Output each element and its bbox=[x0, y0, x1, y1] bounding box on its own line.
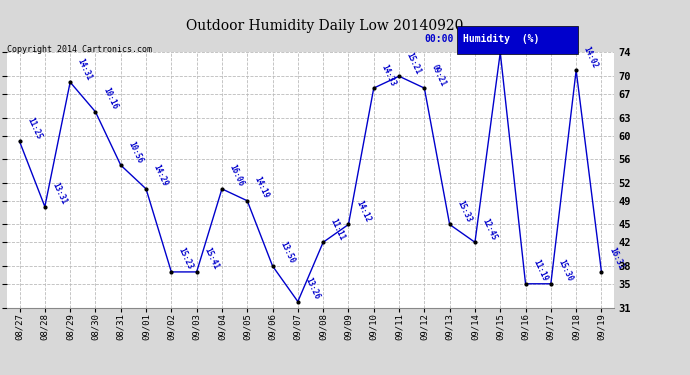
Text: 14:33: 14:33 bbox=[380, 63, 397, 87]
Text: 15:30: 15:30 bbox=[556, 258, 574, 283]
Text: 12:45: 12:45 bbox=[480, 217, 498, 242]
Text: 13:50: 13:50 bbox=[278, 240, 296, 265]
Text: 00:00: 00:00 bbox=[424, 34, 454, 44]
Text: 11:19: 11:19 bbox=[531, 258, 549, 283]
Text: 11:11: 11:11 bbox=[328, 217, 346, 242]
Text: 15:33: 15:33 bbox=[455, 199, 473, 224]
Text: Humidity  (%): Humidity (%) bbox=[463, 34, 540, 44]
Text: 15:21: 15:21 bbox=[404, 51, 422, 75]
Text: Outdoor Humidity Daily Low 20140920: Outdoor Humidity Daily Low 20140920 bbox=[186, 19, 463, 33]
Text: 10:16: 10:16 bbox=[101, 86, 119, 111]
Text: Copyright 2014 Cartronics.com: Copyright 2014 Cartronics.com bbox=[7, 45, 152, 54]
Text: 00:00: 00:00 bbox=[506, 27, 524, 52]
Text: 11:25: 11:25 bbox=[25, 116, 43, 141]
Text: 14:12: 14:12 bbox=[354, 199, 372, 224]
Text: 15:23: 15:23 bbox=[177, 246, 195, 271]
Text: 14:19: 14:19 bbox=[253, 175, 270, 200]
Text: 13:31: 13:31 bbox=[50, 181, 68, 206]
Text: 10:56: 10:56 bbox=[126, 140, 144, 164]
Text: 14:29: 14:29 bbox=[152, 164, 170, 188]
Text: 13:26: 13:26 bbox=[304, 276, 322, 301]
Text: 09:21: 09:21 bbox=[430, 63, 448, 87]
Text: 15:41: 15:41 bbox=[202, 246, 220, 271]
Text: 16:06: 16:06 bbox=[228, 164, 246, 188]
Text: 14:31: 14:31 bbox=[76, 57, 94, 81]
Text: 16:31: 16:31 bbox=[607, 246, 625, 271]
Text: 14:02: 14:02 bbox=[582, 45, 600, 69]
